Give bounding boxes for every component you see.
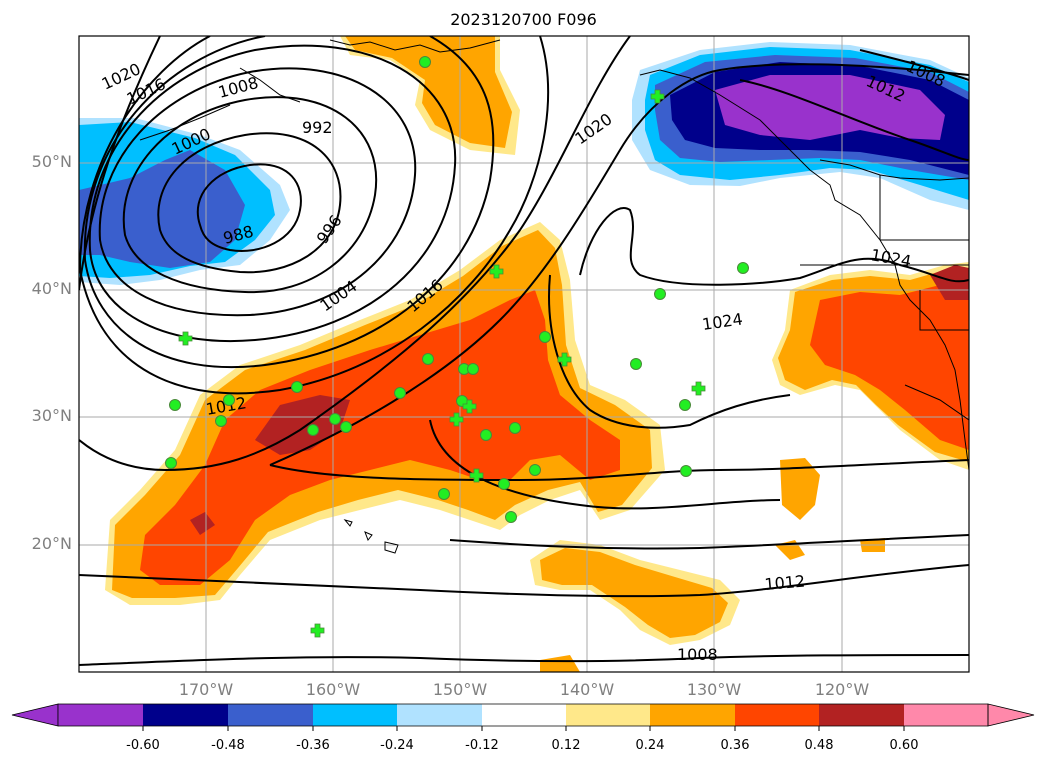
lat-label: 50°N [31, 152, 72, 171]
station-cross-marker [691, 381, 706, 396]
station-marker [509, 422, 521, 434]
station-marker [498, 478, 510, 490]
colorbar-tick-label: 0.24 [635, 738, 665, 753]
station-cross-marker [310, 623, 325, 638]
positive-anomaly-north [340, 36, 520, 155]
lon-label: 120°W [814, 680, 870, 699]
colorbar-tick-label: -0.48 [211, 738, 245, 753]
station-marker [394, 387, 406, 399]
isobar-label: 1008 [677, 645, 718, 664]
station-marker [169, 399, 181, 411]
station-marker [165, 457, 177, 469]
lon-label: 140°W [559, 680, 615, 699]
lat-label: 30°N [31, 406, 72, 425]
station-cross-marker [489, 264, 504, 279]
colorbar [11, 703, 1035, 731]
lat-label: 40°N [31, 279, 72, 298]
lon-label: 130°W [686, 680, 742, 699]
station-marker [737, 262, 749, 274]
isobars [79, 36, 969, 666]
station-marker [340, 421, 352, 433]
positive-anomaly-central [105, 222, 665, 605]
isobar-label: 1012 [764, 572, 806, 594]
station-marker [291, 381, 303, 393]
station-marker [529, 464, 541, 476]
colorbar-tick-label: 0.60 [889, 738, 919, 753]
colorbar-tick-label: 0.48 [804, 738, 834, 753]
station-marker [539, 331, 551, 343]
station-marker [223, 394, 235, 406]
lat-label: 20°N [31, 534, 72, 553]
station-cross-marker [557, 352, 572, 367]
map-title: 2023120700 F096 [450, 10, 597, 29]
station-cross-marker [178, 331, 193, 346]
station-marker [480, 429, 492, 441]
map-frame [78, 35, 970, 673]
colorbar-tick-label: -0.12 [465, 738, 499, 753]
station-marker [329, 413, 341, 425]
negative-anomaly-northeast [632, 42, 969, 210]
station-marker [419, 56, 431, 68]
station-marker [215, 415, 227, 427]
station-crosses [178, 89, 706, 638]
station-cross-marker [462, 399, 477, 414]
colorbar-tick-label: -0.36 [296, 738, 330, 753]
station-marker [467, 363, 479, 375]
colorbar-tick-label: -0.24 [380, 738, 414, 753]
lon-label: 170°W [178, 680, 234, 699]
station-marker [307, 424, 319, 436]
station-marker [438, 488, 450, 500]
station-marker [630, 358, 642, 370]
coastlines [139, 39, 969, 554]
station-marker [679, 399, 691, 411]
station-marker [505, 511, 517, 523]
colorbar-tick-label: 0.12 [551, 738, 581, 753]
lon-label: 160°W [305, 680, 361, 699]
map-panel: 1020 1016 1008 1000 992 988 996 1004 101… [79, 36, 969, 672]
colorbar-tick-label: -0.60 [126, 738, 160, 753]
station-circles [165, 56, 749, 523]
station-cross-marker [449, 412, 464, 427]
station-cross-marker [650, 89, 665, 104]
lon-label: 150°W [432, 680, 488, 699]
negative-anomaly-west [79, 118, 290, 285]
station-marker [422, 353, 434, 365]
station-cross-marker [469, 468, 484, 483]
isobar-label: 992 [302, 118, 333, 137]
station-marker [680, 465, 692, 477]
colorbar-tick-label: 0.36 [720, 738, 750, 753]
station-marker [654, 288, 666, 300]
